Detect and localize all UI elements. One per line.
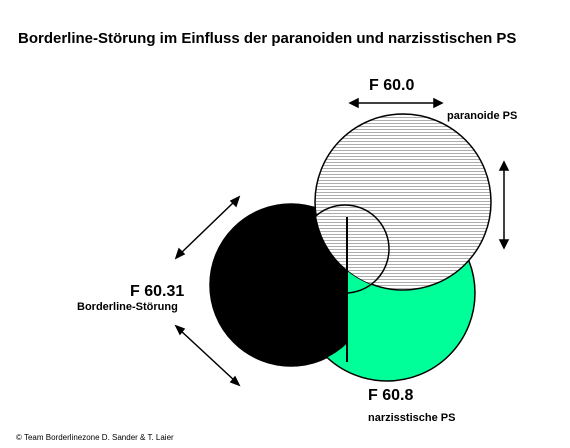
arrow-horizontal — [348, 97, 444, 109]
paranoid-code: F 60.0 — [369, 77, 415, 94]
diagram-title: Borderline-Störung im Einfluss der paran… — [18, 30, 517, 47]
borderline-code: F 60.31 — [130, 283, 185, 300]
borderline-label: Borderline-Störung — [77, 301, 178, 313]
narcissistic-code: F 60.8 — [368, 387, 414, 404]
arrow-vertical — [498, 160, 510, 250]
narcissistic-label: narzisstische PS — [368, 412, 456, 424]
arrow-diagonal-lower — [174, 324, 241, 387]
paranoid-label: paranoide PS — [447, 110, 518, 122]
arrow-diagonal-upper — [174, 195, 241, 260]
copyright-footer: © Team Borderlinezone D. Sander & T. Lai… — [16, 433, 174, 442]
